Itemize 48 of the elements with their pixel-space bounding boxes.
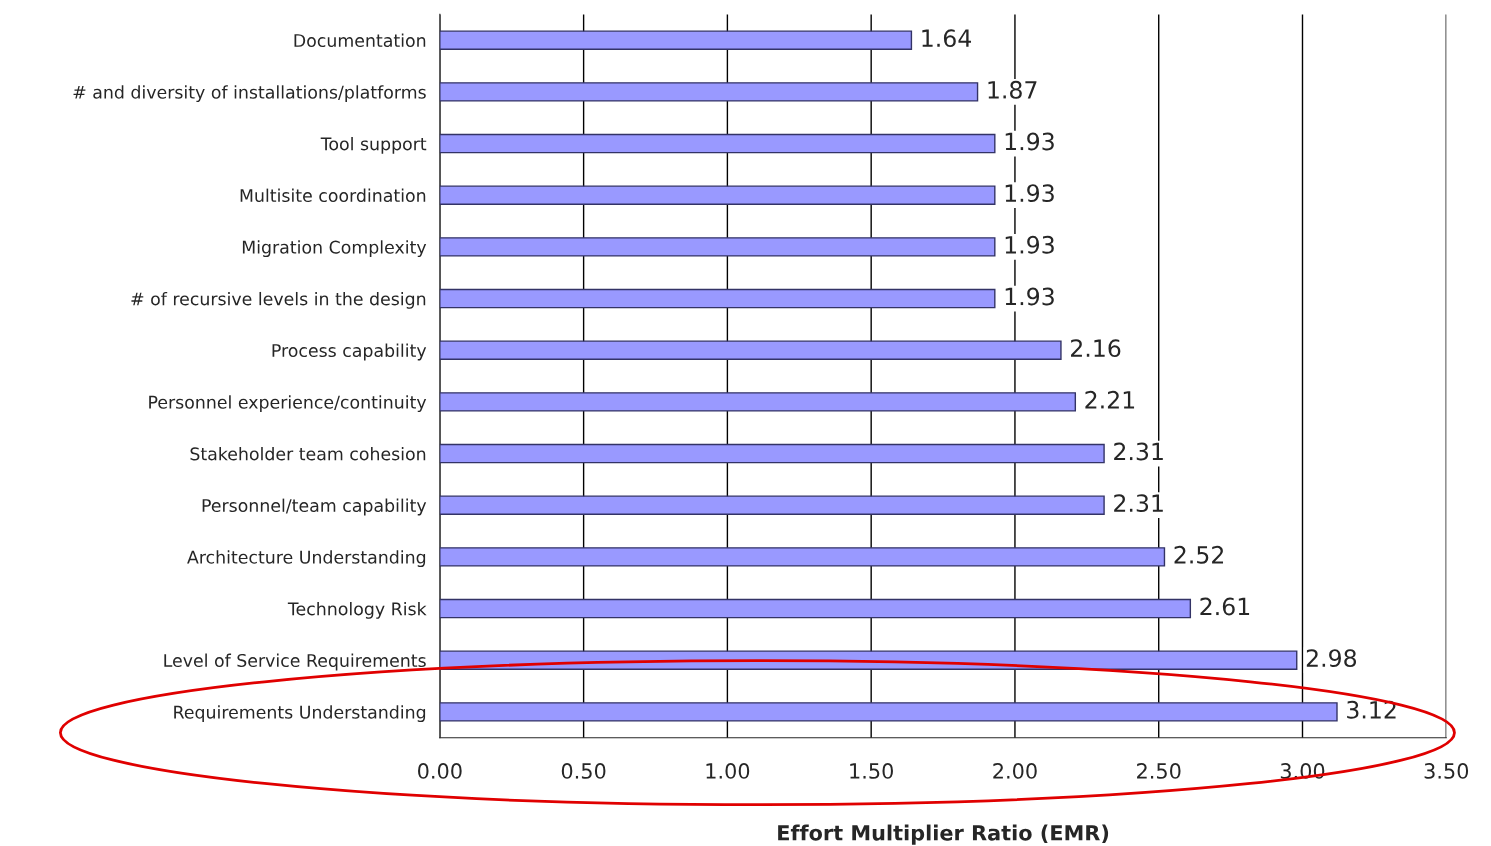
y-tick-label: Level of Service Requirements (164, 653, 426, 671)
y-tick-label: Migration Complexity (242, 240, 427, 258)
y-tick-label: Personnel/team capability (202, 498, 427, 516)
data-label: 1.93 (1005, 235, 1054, 254)
data-label: 1.87 (988, 80, 1037, 99)
x-tick-label: 1.50 (850, 763, 893, 779)
bar (439, 30, 913, 50)
x-tick-label: 1.00 (706, 763, 750, 779)
x-tick-label: 0.50 (561, 763, 606, 779)
bar (439, 237, 996, 257)
bar (439, 340, 1062, 360)
x-tick-label: 0.00 (418, 763, 462, 779)
bar (439, 443, 1105, 464)
data-label: 2.98 (1306, 649, 1357, 668)
bar (439, 495, 1105, 515)
y-tick-label: Stakeholder team cohesion (190, 446, 426, 461)
y-tick-label: Tool support (320, 136, 427, 154)
y-tick-label: Process capability (272, 343, 427, 361)
x-tick-label: 2.00 (993, 763, 1037, 779)
y-tick-label: # and diversity of installations/platforms (73, 85, 426, 103)
data-label: 2.61 (1200, 597, 1250, 616)
bar (439, 82, 979, 102)
data-label: 2.52 (1174, 545, 1224, 564)
x-tick-label: 2.50 (1137, 763, 1181, 779)
data-label: 1.93 (1005, 132, 1054, 151)
y-tick-label: Multisite coordination (240, 188, 426, 203)
y-tick-label: Architecture Understanding (187, 550, 426, 568)
bar (439, 598, 1192, 619)
data-label: 2.21 (1085, 390, 1135, 409)
bar (439, 133, 996, 154)
bar (439, 702, 1338, 722)
y-tick-label: # of recursive levels in the design (131, 291, 426, 309)
bar (439, 185, 996, 205)
data-label: 2.31 (1114, 494, 1163, 513)
bar (439, 547, 1166, 567)
y-tick-label: Personnel experience/continuity (149, 395, 427, 413)
y-tick-label: Documentation (294, 33, 426, 48)
bar (439, 288, 996, 309)
y-tick-label: Requirements Understanding (174, 705, 426, 723)
data-label: 1.64 (922, 29, 972, 48)
data-label: 1.93 (1005, 287, 1054, 306)
data-label: 2.16 (1071, 339, 1121, 358)
data-label: 1.93 (1005, 184, 1054, 203)
y-tick-label: Technology Risk (287, 601, 427, 619)
bar (439, 392, 1077, 412)
data-label: 2.31 (1114, 442, 1163, 461)
x-tick-label: 3.50 (1424, 763, 1469, 779)
x-axis-title: Effort Multiplier Ratio (EMR) (778, 824, 1109, 845)
